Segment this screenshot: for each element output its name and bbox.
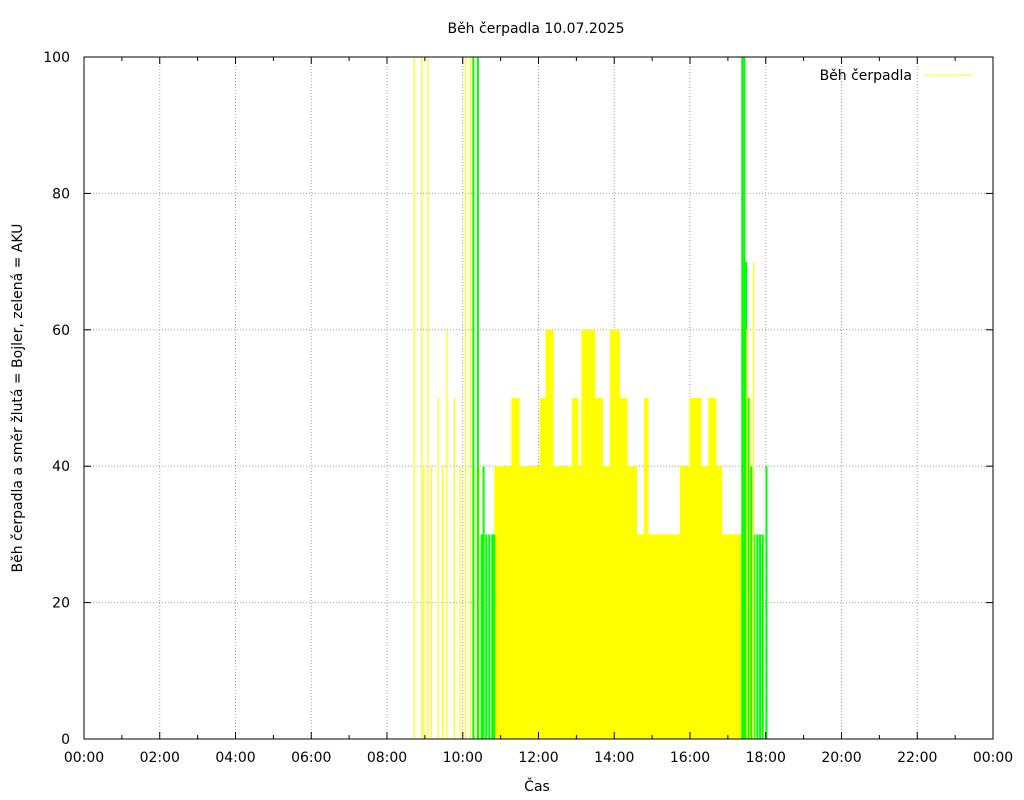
axes: 00:00 02:00 04:00 06:00 08:00 10:00 12:00 14:00… bbox=[43, 50, 1013, 766]
x-tick-label: 20:00 bbox=[821, 750, 861, 766]
x-tick-label: 10:00 bbox=[443, 750, 483, 766]
x-tick-label: 18:00 bbox=[746, 750, 786, 766]
x-tick-label: 00:00 bbox=[64, 750, 104, 766]
x-tick-label: 00:00 bbox=[973, 750, 1013, 766]
y-tick-label: 40 bbox=[52, 459, 70, 475]
x-tick-label: 14:00 bbox=[594, 750, 634, 766]
x-tick-label: 08:00 bbox=[367, 750, 407, 766]
legend: Běh čerpadla bbox=[820, 68, 973, 84]
x-tick-label: 06:00 bbox=[291, 750, 331, 766]
x-tick-label: 16:00 bbox=[670, 750, 710, 766]
x-axis-label: Čas bbox=[524, 777, 550, 795]
x-tick-label: 02:00 bbox=[140, 750, 180, 766]
x-tick-label: 22:00 bbox=[897, 750, 937, 766]
chart-title: Běh čerpadla 10.07.2025 bbox=[447, 21, 624, 37]
x-tick-label: 12:00 bbox=[518, 750, 558, 766]
x-tick-label: 04:00 bbox=[215, 750, 255, 766]
y-tick-label: 20 bbox=[52, 596, 70, 612]
y-tick-label: 100 bbox=[43, 50, 70, 66]
y-tick-label: 0 bbox=[61, 732, 70, 748]
y-tick-label: 80 bbox=[52, 186, 70, 202]
y-axis-label: Běh čerpadla a směr žlutá = Bojler, zele… bbox=[10, 224, 26, 573]
data-series bbox=[413, 57, 768, 739]
yellow-run-area bbox=[494, 329, 744, 739]
y-tick-label: 60 bbox=[52, 323, 70, 339]
legend-label: Běh čerpadla bbox=[820, 68, 912, 84]
